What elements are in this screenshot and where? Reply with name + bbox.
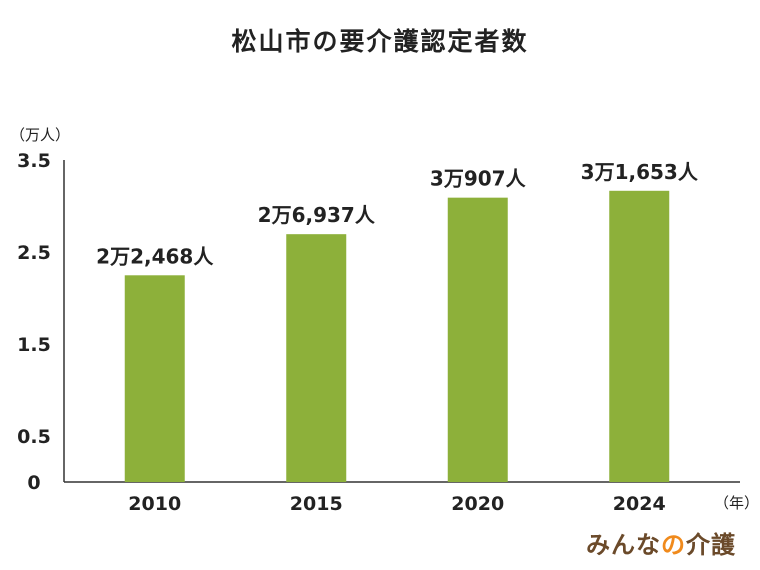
bars — [124, 190, 670, 483]
x-tick-label: 2010 — [128, 493, 181, 515]
brand-part-3: 介護 — [686, 531, 736, 559]
bar — [609, 190, 670, 482]
x-axis: 2010 2015 2020 2024 （年） — [64, 481, 759, 515]
x-tick-label: 2024 — [613, 493, 666, 515]
bar — [286, 234, 347, 482]
data-label: 3万907人 — [430, 167, 527, 191]
data-label: 3万1,653人 — [581, 160, 699, 184]
bar — [124, 275, 185, 482]
data-label: 2万2,468人 — [96, 244, 214, 268]
x-tick-label: 2020 — [451, 493, 504, 515]
y-tick-label: 3.5 — [17, 150, 51, 172]
x-axis-unit: （年） — [714, 494, 759, 512]
data-labels: 2万2,468人 2万6,937人 3万907人 3万1,653人 — [96, 160, 699, 269]
x-tick-label: 2015 — [290, 493, 343, 515]
y-axis-unit: （万人） — [10, 126, 70, 144]
data-label: 2万6,937人 — [258, 203, 376, 227]
brand-part-2: の — [661, 531, 686, 559]
bar — [447, 197, 508, 483]
y-tick-label: 2.5 — [17, 242, 51, 264]
y-tick-label: 1.5 — [17, 334, 51, 356]
y-tick-label: 0 — [27, 472, 40, 494]
brand-logo: みんなの介護 — [586, 525, 736, 560]
y-axis: （万人） 0 0.5 1.5 2.5 3.5 — [10, 126, 70, 494]
brand-part-1: みんな — [586, 531, 661, 559]
y-tick-label: 0.5 — [17, 426, 51, 448]
chart-title: 松山市の要介護認定者数 — [231, 27, 529, 56]
